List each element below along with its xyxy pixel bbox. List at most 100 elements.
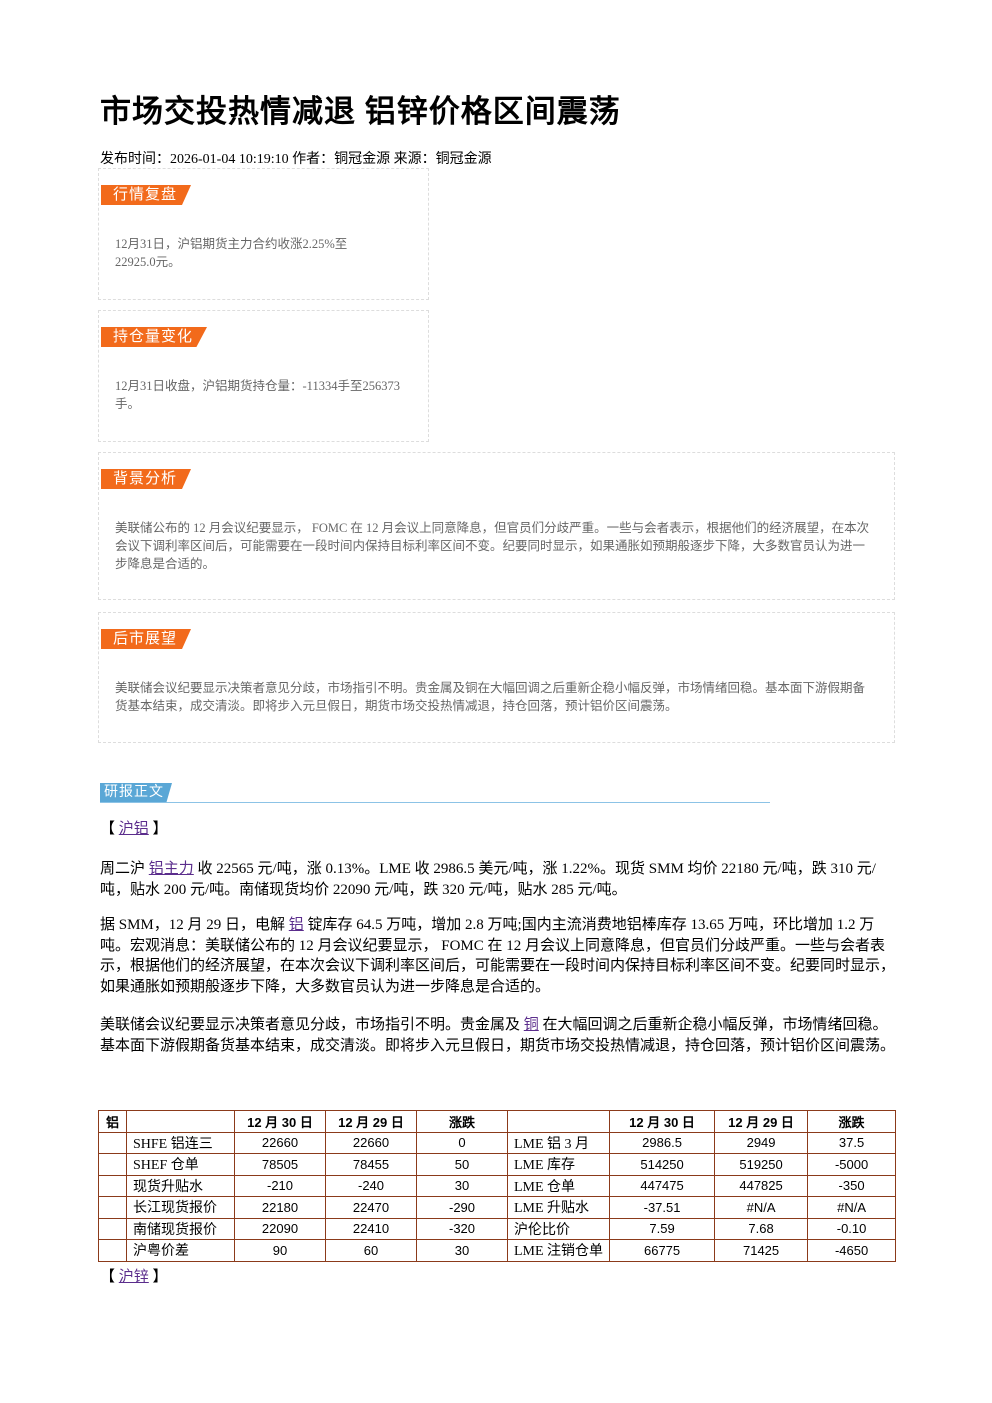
cell: 37.5 [807,1131,897,1154]
table-row: SHFE 铝连三 22660 22660 0 LME 铝 3 月 2986.5 2949 37… [98,1131,897,1154]
text: 收 22565 元/吨，涨 0.13%。LME 收 2986.5 美元/吨，涨 … [100,861,876,898]
bracket: 】 [152,1269,168,1285]
cell: 60 [325,1239,417,1262]
cell: -0.10 [807,1217,897,1240]
cell: -290 [416,1196,508,1219]
box: 后市展望 美联储会议纪要显示决策者意见分歧，市场指引不明。贵金属及铜在大幅回调之… [98,612,895,743]
cell: 66775 [609,1239,716,1262]
row-name: 沪粤价差 [126,1239,235,1262]
box: 背景分析 美联储公布的 12 月会议纪要显示， FOMC 在 12 月会议上同意… [98,452,895,600]
text: 周二沪 [100,861,146,877]
column-header: 12 月 30 日 [234,1110,326,1133]
bracket: 】 [152,821,168,837]
cell: 50 [416,1153,508,1176]
row-name: 现货升贴水 [126,1174,235,1197]
box-tag: 行情复盘 [101,185,192,205]
blank-cell [98,1239,127,1262]
cell: 22660 [325,1131,417,1154]
cell: 2949 [714,1131,809,1154]
row-name: LME 库存 [506,1153,611,1176]
link[interactable]: 铜 [523,1017,539,1033]
cell: -210 [234,1174,326,1197]
cell: 514250 [609,1153,716,1176]
table-row: 长江现货报价 22180 22470 -290 LME 升贴水 -37.51 #N/A #N/… [98,1196,897,1219]
cell: -4650 [807,1239,897,1262]
header-row: 铝 12 月 30 日 12 月 29 日涨跌 12 月 30 日 12 月 29 日涨… [98,1110,897,1133]
cell: -240 [325,1174,417,1197]
section-label: 【 沪铝 】 [100,819,895,840]
cell: -5000 [807,1153,897,1176]
cell: 22660 [234,1131,326,1154]
row-name: 沪伦比价 [506,1217,611,1240]
meta: 发布时间：2026-01-04 10:19:10 作者：铜冠金源 来源：铜冠金源 [100,152,492,167]
blank-cell [98,1131,127,1154]
text: 据 SMM，12 月 29 日，电解 [100,917,286,933]
paragraph: 周二沪 铝主力 收 22565 元/吨，涨 0.13%。LME 收 2986.5… [100,859,895,900]
price-table: 铝 12 月 30 日 12 月 29 日涨跌 12 月 30 日 12 月 29 日涨… [98,1110,897,1262]
box-tag: 背景分析 [101,469,192,489]
box-text: 12月31日，沪铝期货主力合约收涨2.25%至22925.0元。 [115,237,348,269]
cell: 78505 [234,1153,326,1176]
column-header: 涨跌 [416,1110,508,1133]
row-name: LME 仓单 [506,1174,611,1197]
box-text: 美联储公布的 12 月会议纪要显示， FOMC 在 12 月会议上同意降息，但官… [115,521,870,571]
cell: 0 [416,1131,508,1154]
blank-cell [98,1174,127,1197]
bracket: 【 [100,1269,116,1285]
cell: 90 [234,1239,326,1262]
report-heading: 研报正文 [100,783,172,803]
column-header: 12 月 29 日 [714,1110,809,1133]
cell: 30 [416,1239,508,1262]
cell: -320 [416,1217,508,1240]
blank-cell [98,1217,127,1240]
row-name: LME 铝 3 月 [506,1131,611,1154]
table-row: SHEF 仓单 78505 78455 50 LME 库存 514250 519250 -50… [98,1153,897,1176]
table-row: 南储现货报价 22090 22410 -320 沪伦比价 7.59 7.68 -0.10 [98,1217,897,1240]
paragraph: 美联储会议纪要显示决策者意见分歧，市场指引不明。贵金属及 铜 在大幅回调之后重新… [100,1015,895,1056]
blank-cell [98,1196,127,1219]
corner: 铝 [98,1110,127,1133]
cell: 30 [416,1174,508,1197]
cell: 7.68 [714,1217,809,1240]
bracket: 【 [100,821,116,837]
cell: #N/A [807,1196,897,1219]
blank-cell [98,1153,127,1176]
cell: -350 [807,1174,897,1197]
cell: 78455 [325,1153,417,1176]
cell: -37.51 [609,1196,716,1219]
blank-cell [126,1110,235,1133]
box-text: 美联储会议纪要显示决策者意见分歧，市场指引不明。贵金属及铜在大幅回调之后重新企稳… [115,681,866,713]
row-name: SHEF 仓单 [126,1153,235,1176]
link[interactable]: 铝主力 [148,861,194,877]
cell: 447475 [609,1174,716,1197]
box-tag: 后市展望 [101,629,192,649]
cell: 447825 [714,1174,809,1197]
section-label: 【 沪锌 】 [100,1267,895,1288]
row-name: 长江现货报价 [126,1196,235,1219]
cell: 2986.5 [609,1131,716,1154]
column-header: 涨跌 [807,1110,897,1133]
cell: 71425 [714,1239,809,1262]
blank-cell [506,1110,611,1133]
row-name: LME 升贴水 [506,1196,611,1219]
box: 行情复盘 12月31日，沪铝期货主力合约收涨2.25%至22925.0元。 [98,168,429,300]
cell: 22410 [325,1217,417,1240]
box-tag: 持仓量变化 [101,327,208,347]
column-header: 12 月 30 日 [609,1110,716,1133]
box-text: 12月31日收盘，沪铝期货持仓量：-11334手至256373手。 [115,379,400,411]
link[interactable]: 沪锌 [118,1269,149,1285]
divider [100,802,770,803]
box: 持仓量变化 12月31日收盘，沪铝期货持仓量：-11334手至256373手。 [98,310,429,442]
row-name: LME 注销仓单 [506,1239,611,1262]
cell: 22470 [325,1196,417,1219]
cell: #N/A [714,1196,809,1219]
cell: 22090 [234,1217,326,1240]
link[interactable]: 沪铝 [118,821,149,837]
cell: 22180 [234,1196,326,1219]
text: 在大幅回调之后重新企稳小幅反弹，市场情绪回稳。基本面下游假期备货基本结束，成交清… [100,1017,896,1054]
row-name: SHFE 铝连三 [126,1131,235,1154]
link[interactable]: 铝 [288,917,304,933]
row-name: 南储现货报价 [126,1217,235,1240]
text: 锭库存 64.5 万吨，增加 2.8 万吨;国内主流消费地铝棒库存 13.65 … [100,917,896,995]
